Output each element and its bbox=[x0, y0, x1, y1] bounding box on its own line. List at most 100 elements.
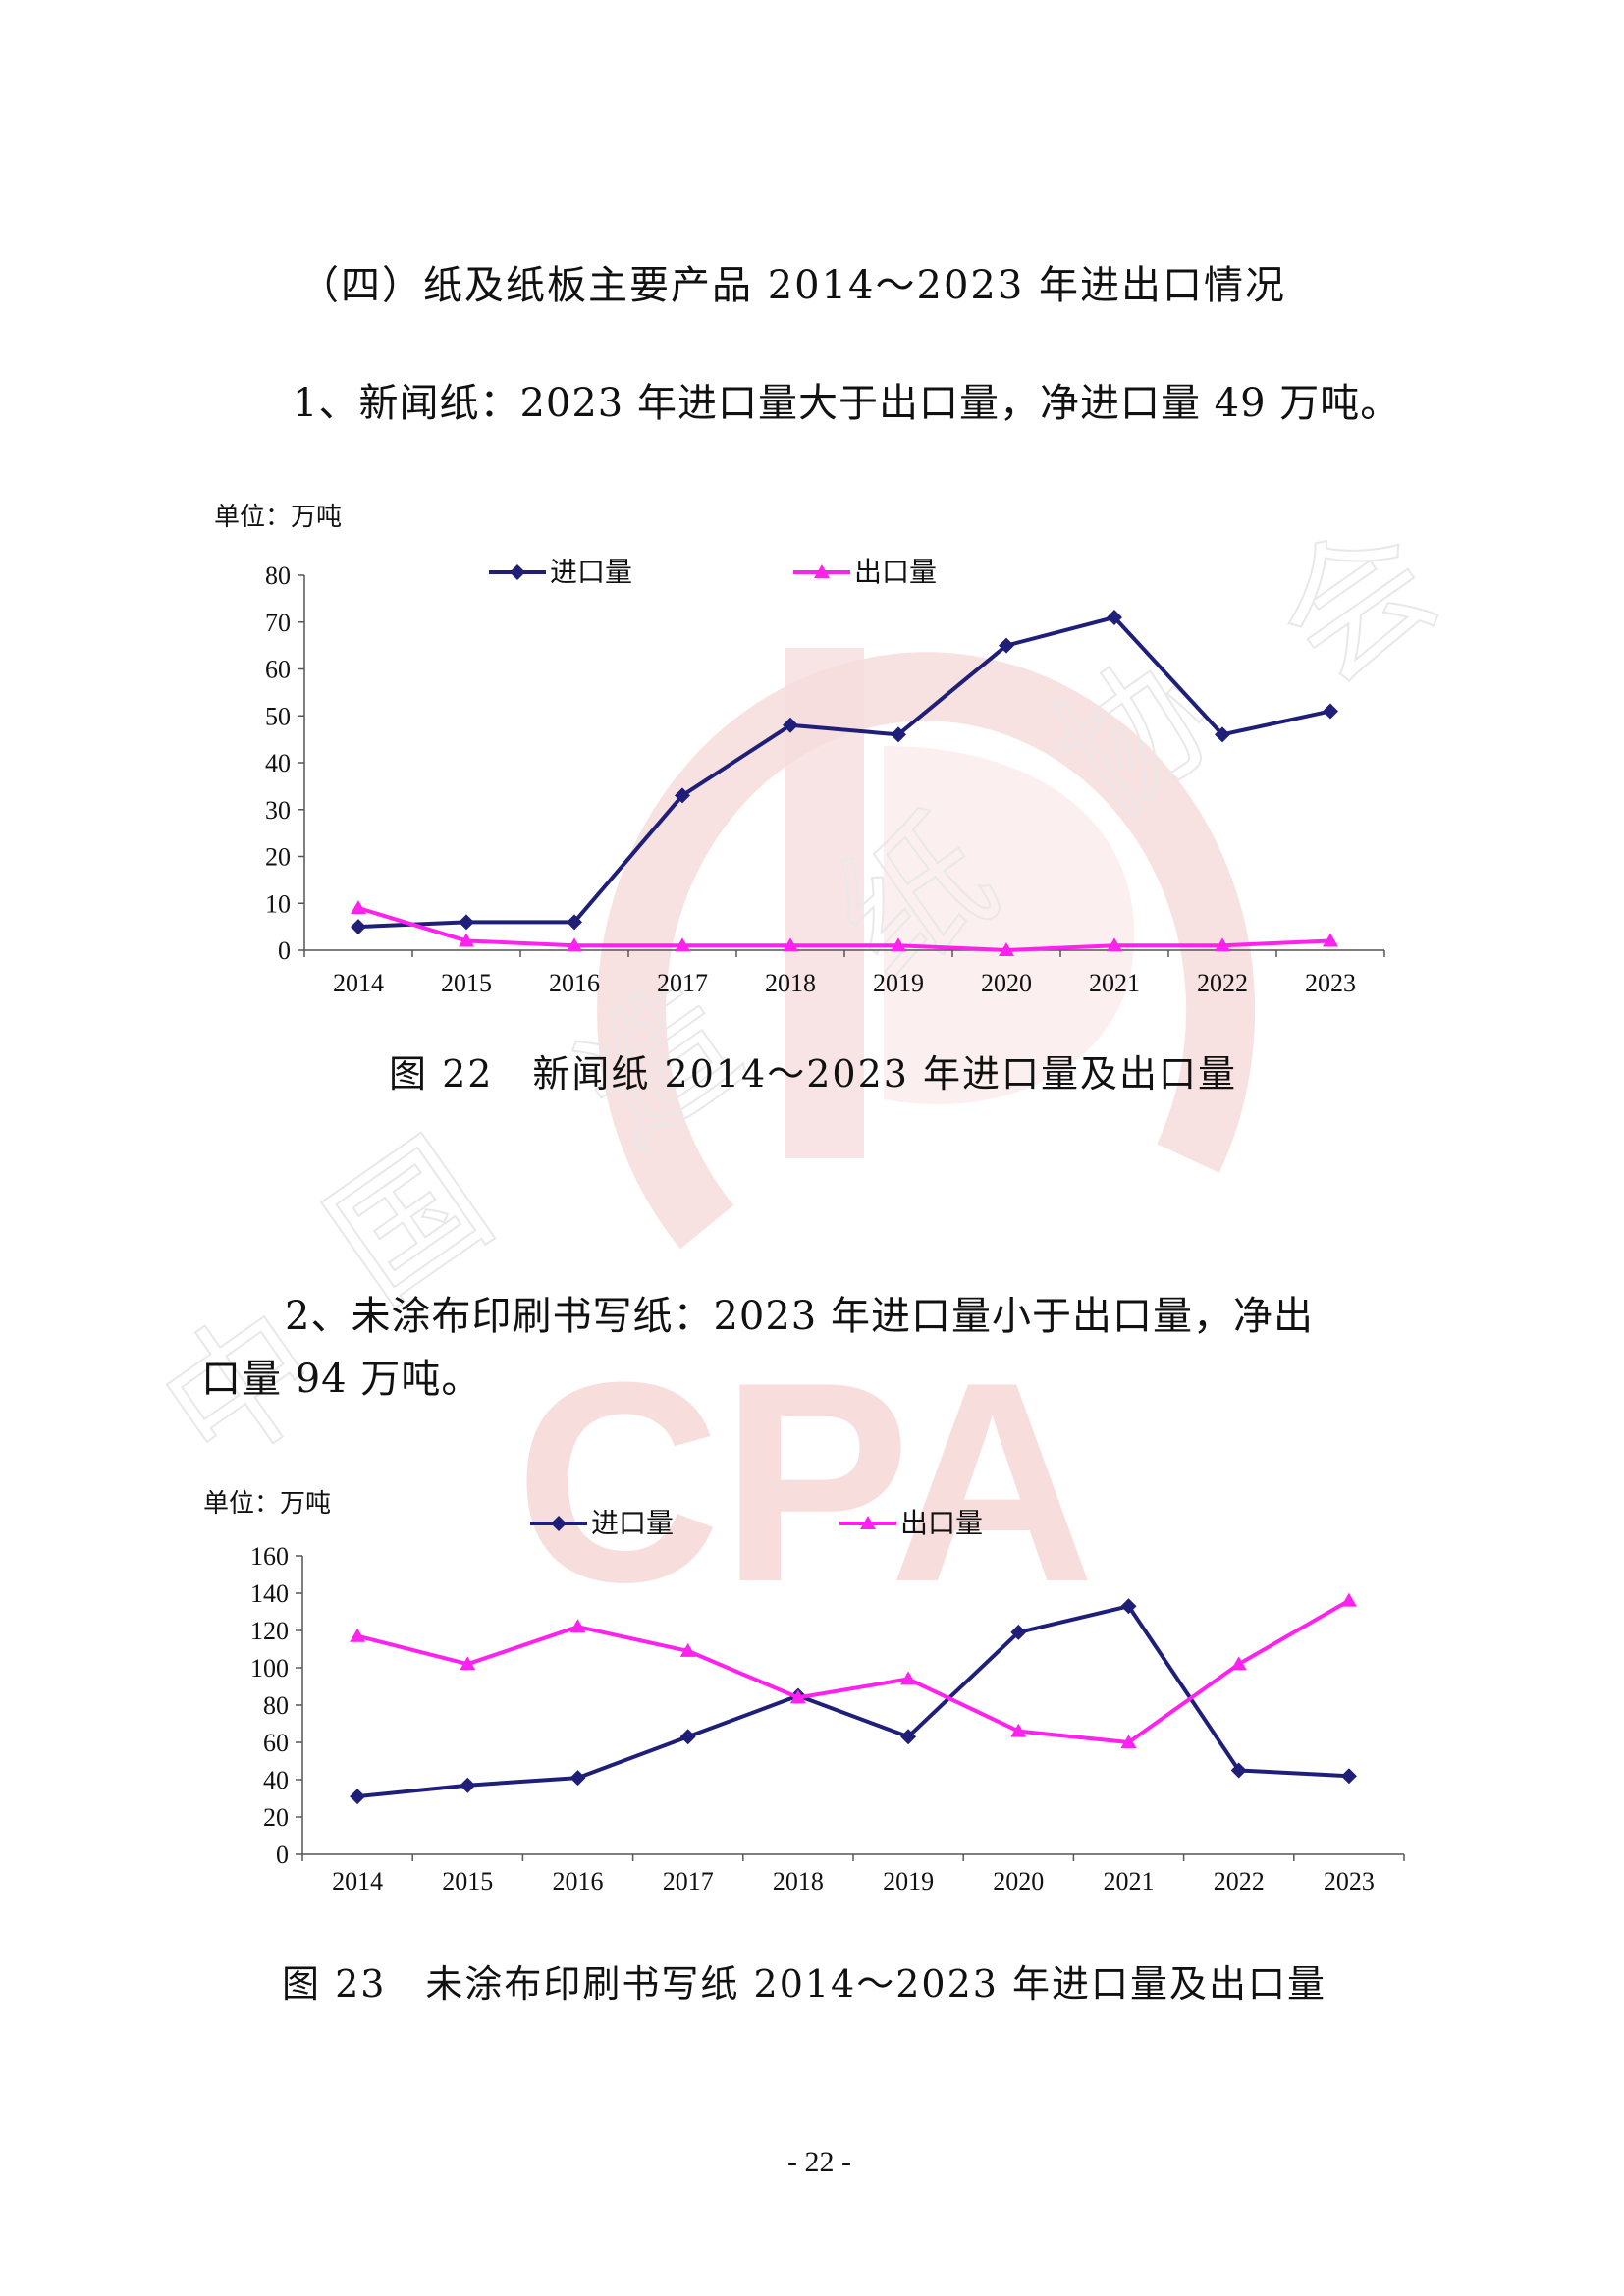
chart1-import-point bbox=[1323, 703, 1338, 720]
chart1-x-tick-label: 2022 bbox=[1197, 969, 1248, 997]
chart2-export-point bbox=[1010, 1723, 1027, 1737]
chart1-legend-export-marker bbox=[814, 564, 830, 578]
chart1-legend-export-label: 出口量 bbox=[854, 557, 937, 588]
chart1-x-tick-label: 2021 bbox=[1089, 969, 1140, 997]
chart2-import-point bbox=[1340, 1768, 1357, 1785]
chart1-y-tick-label: 60 bbox=[265, 656, 291, 684]
chart2-x-tick-label: 2015 bbox=[442, 1867, 493, 1896]
chart1-export-point bbox=[1215, 937, 1230, 952]
chart1-x-tick-label: 2023 bbox=[1305, 969, 1356, 997]
chart2-import-point bbox=[679, 1729, 696, 1745]
chart1-unit-label: 单位：万吨 bbox=[214, 503, 342, 531]
chart1-y-tick-label: 30 bbox=[265, 796, 291, 825]
chart1-import-point bbox=[891, 726, 906, 743]
chart2-legend-import-label: 进口量 bbox=[591, 1509, 674, 1539]
chart1-export-point bbox=[1107, 937, 1122, 952]
chart2-x-tick-label: 2016 bbox=[553, 1867, 604, 1896]
figure-22-caption: 图 22 新闻纸 2014～2023 年进口量及出口量 bbox=[389, 1052, 1238, 1095]
chart2-y-tick-label: 80 bbox=[263, 1691, 289, 1720]
chart2-y-tick-label: 120 bbox=[250, 1617, 289, 1645]
chart1-x-tick-label: 2020 bbox=[981, 969, 1032, 997]
chart2-import-point bbox=[1010, 1624, 1027, 1640]
chart2-y-tick-label: 0 bbox=[276, 1841, 289, 1869]
page-number: - 22 - bbox=[787, 2146, 851, 2178]
chart2-export-point bbox=[1230, 1656, 1247, 1671]
chart1-export-point bbox=[675, 937, 690, 952]
chart2-export-point bbox=[900, 1671, 917, 1685]
chart1-import-point bbox=[675, 787, 690, 804]
chart2-x-tick-label: 2018 bbox=[773, 1867, 824, 1896]
chart1-legend-import-marker bbox=[510, 564, 525, 580]
chart2-export-point bbox=[569, 1619, 586, 1633]
chart1-series-import-line bbox=[357, 614, 1331, 930]
chart2-x-tick-label: 2014 bbox=[332, 1867, 383, 1896]
chart2-export-point bbox=[789, 1689, 806, 1704]
chart1-import-point bbox=[351, 919, 366, 935]
paragraph-newsprint: 1、新闻纸：2023 年进口量大于出口量，净进口量 49 万吨。 bbox=[293, 381, 1401, 426]
chart2-x-tick-label: 2022 bbox=[1214, 1867, 1265, 1896]
section-heading: （四）纸及纸板主要产品 2014～2023 年进出口情况 bbox=[299, 263, 1287, 308]
paragraph-uncoated-line2: 口量 94 万吨。 bbox=[201, 1357, 482, 1402]
chart1-y-tick-label: 80 bbox=[265, 561, 291, 590]
chart1-y-tick-label: 70 bbox=[265, 609, 291, 637]
chart1-y-tick-label: 10 bbox=[265, 889, 291, 918]
chart1-x-tick-label: 2014 bbox=[333, 969, 384, 997]
chart2-legend-export-label: 出口量 bbox=[900, 1508, 983, 1539]
chart1-export-point bbox=[567, 937, 582, 952]
chart1-import-point bbox=[999, 637, 1014, 654]
chart1-legend-import-label: 进口量 bbox=[550, 558, 632, 588]
chart2-import-point bbox=[900, 1729, 917, 1745]
chart2-y-tick-label: 40 bbox=[263, 1766, 289, 1794]
chart2-legend-export-marker bbox=[860, 1516, 876, 1529]
chart2-import-point bbox=[1230, 1762, 1247, 1779]
chart1-import-point bbox=[1215, 726, 1230, 743]
chart1-export-point bbox=[999, 942, 1014, 956]
chart1-y-tick-label: 20 bbox=[265, 843, 291, 872]
chart2-legend-import-marker bbox=[551, 1516, 567, 1531]
chart2-y-tick-label: 100 bbox=[250, 1654, 289, 1682]
chart2-import-point bbox=[569, 1770, 586, 1787]
chart1-export-point bbox=[1323, 933, 1338, 947]
chart1-export-point bbox=[459, 933, 474, 947]
chart2-x-tick-label: 2021 bbox=[1104, 1867, 1155, 1896]
chart1-export-point bbox=[351, 900, 366, 915]
chart1-x-tick-label: 2016 bbox=[549, 969, 600, 997]
chart2-x-tick-label: 2023 bbox=[1324, 1867, 1375, 1896]
chart1-x-tick-label: 2015 bbox=[441, 969, 492, 997]
chart2-export-point bbox=[679, 1642, 696, 1657]
chart1-y-tick-label: 40 bbox=[265, 749, 291, 777]
chart1-import-point bbox=[567, 914, 582, 931]
chart1-y-tick-label: 0 bbox=[278, 936, 291, 965]
chart2-export-point bbox=[1120, 1735, 1137, 1748]
chart1-series-export-line bbox=[357, 906, 1331, 952]
chart2-x-tick-label: 2017 bbox=[663, 1867, 714, 1896]
chart2-x-tick-label: 2020 bbox=[993, 1867, 1044, 1896]
chart2-y-tick-label: 60 bbox=[263, 1729, 289, 1757]
chart1-import-point bbox=[1107, 609, 1122, 625]
chart1-export-point bbox=[783, 937, 798, 952]
chart2-export-point bbox=[350, 1628, 366, 1642]
chart2-x-tick-label: 2019 bbox=[883, 1867, 934, 1896]
chart2-series-import-line bbox=[356, 1604, 1350, 1799]
chart2-export-point bbox=[460, 1656, 476, 1671]
figure-23-caption: 图 23 未涂布印刷书写纸 2014～2023 年进口量及出口量 bbox=[282, 1962, 1327, 2005]
paragraph-uncoated-line1: 2、未涂布印刷书写纸：2023 年进口量小于出口量，净出 bbox=[285, 1294, 1314, 1339]
chart1-y-tick-label: 50 bbox=[265, 702, 291, 730]
chart2-y-tick-label: 20 bbox=[263, 1803, 289, 1832]
chart2-unit-label: 单位：万吨 bbox=[203, 1489, 331, 1518]
chart2-y-tick-label: 160 bbox=[250, 1542, 289, 1571]
chart2-export-point bbox=[1340, 1592, 1357, 1607]
chart2-series-export-line bbox=[356, 1598, 1350, 1744]
chart2-import-point bbox=[460, 1777, 476, 1793]
chart1-x-tick-label: 2017 bbox=[657, 969, 708, 997]
chart1-export-point bbox=[891, 937, 906, 952]
chart2-import-point bbox=[350, 1789, 366, 1805]
chart1-x-tick-label: 2018 bbox=[765, 969, 816, 997]
chart1-import-point bbox=[783, 717, 798, 733]
chart1-x-tick-label: 2019 bbox=[873, 969, 924, 997]
chart1-import-point bbox=[459, 914, 474, 931]
chart2-y-tick-label: 140 bbox=[250, 1579, 289, 1608]
chart2-import-point bbox=[1120, 1598, 1137, 1615]
